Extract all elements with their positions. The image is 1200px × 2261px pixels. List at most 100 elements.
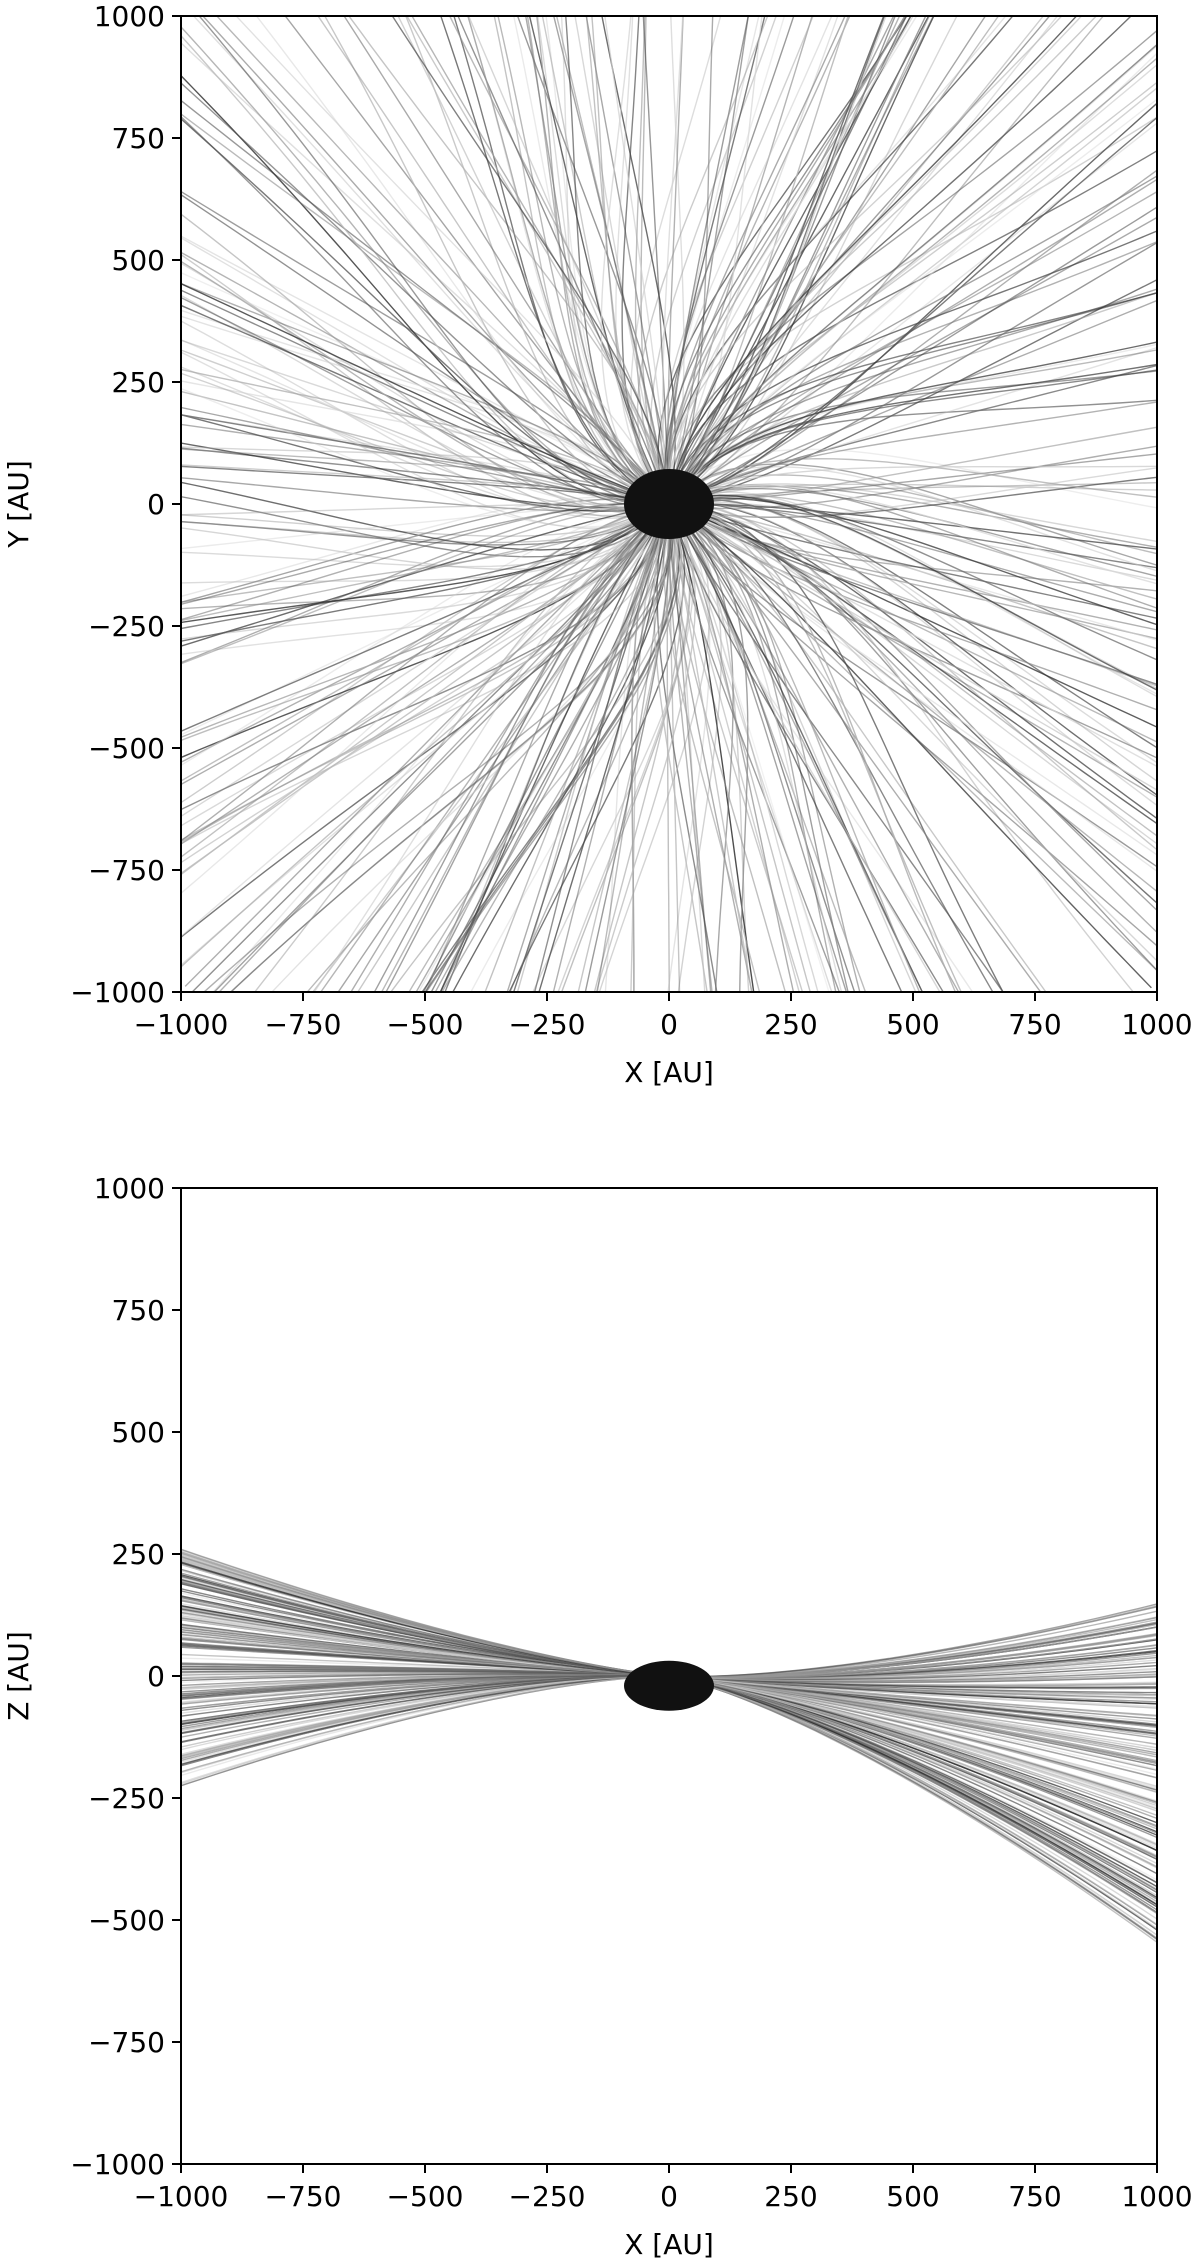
streamline bbox=[181, 503, 670, 845]
streamline bbox=[668, 426, 1157, 505]
streamline bbox=[181, 503, 670, 622]
x-tick-label: 1000 bbox=[1121, 2180, 1192, 2213]
streamline bbox=[668, 1664, 1157, 1681]
streamline bbox=[284, 16, 670, 505]
streamline bbox=[668, 81, 1157, 505]
streamline bbox=[668, 169, 1157, 505]
streamline bbox=[668, 1675, 1157, 1762]
streamline bbox=[668, 1675, 1157, 1834]
streamline bbox=[598, 503, 711, 992]
streamline bbox=[668, 1675, 1157, 1915]
streamline bbox=[668, 291, 1157, 505]
streamline bbox=[181, 1611, 670, 1677]
x-tick-label: 250 bbox=[764, 2180, 817, 2213]
streamline bbox=[181, 503, 670, 550]
streamline bbox=[181, 1548, 670, 1677]
x-tick-label: −250 bbox=[509, 1008, 586, 1041]
streamline bbox=[668, 503, 833, 992]
streamline bbox=[181, 235, 670, 505]
streamline bbox=[668, 503, 830, 992]
panel-xz-yticks: −1000 −750 −500 −250 0 250 500 750 1000 bbox=[70, 1172, 181, 2181]
streamline bbox=[218, 503, 670, 992]
streamline bbox=[181, 1675, 670, 1766]
y-tick-label: 250 bbox=[112, 1538, 165, 1571]
streamline bbox=[668, 503, 749, 992]
streamline bbox=[538, 503, 670, 992]
streamline bbox=[668, 503, 681, 992]
streamline bbox=[181, 477, 670, 512]
streamline bbox=[181, 339, 670, 509]
streamline bbox=[668, 343, 1157, 505]
streamline bbox=[668, 503, 1157, 798]
streamline bbox=[181, 1634, 670, 1677]
y-tick-label: 1000 bbox=[94, 1172, 165, 1205]
streamline bbox=[668, 503, 1157, 728]
streamline bbox=[467, 16, 670, 505]
streamline bbox=[668, 292, 1157, 505]
streamline bbox=[422, 503, 670, 992]
streamline bbox=[668, 16, 1000, 505]
streamline bbox=[181, 502, 670, 606]
streamline bbox=[668, 502, 1135, 992]
streamline bbox=[181, 503, 670, 640]
streamline bbox=[668, 503, 1157, 619]
streamline bbox=[181, 237, 670, 505]
streamline bbox=[668, 503, 1157, 743]
streamline bbox=[668, 98, 1157, 505]
streamline bbox=[668, 43, 1157, 505]
streamline bbox=[668, 16, 1078, 505]
streamline bbox=[667, 16, 912, 505]
x-tick-label: 0 bbox=[660, 1008, 678, 1041]
streamline bbox=[668, 503, 706, 992]
streamline bbox=[668, 16, 935, 505]
streamline bbox=[181, 1674, 670, 1689]
streamline bbox=[181, 1559, 670, 1677]
streamline bbox=[668, 503, 1157, 856]
streamline bbox=[668, 503, 1042, 992]
streamline bbox=[668, 503, 712, 992]
streamline bbox=[668, 299, 1157, 505]
streamline bbox=[181, 115, 670, 507]
streamline bbox=[668, 16, 763, 505]
streamline bbox=[668, 1675, 1157, 1723]
panel-xz-xticks: −1000 −750 −500 −250 0 250 500 750 1000 bbox=[134, 2164, 1193, 2213]
streamline bbox=[181, 498, 670, 604]
streamline bbox=[668, 1675, 1157, 1689]
streamline bbox=[668, 503, 1157, 569]
streamline bbox=[667, 16, 918, 505]
streamline bbox=[668, 503, 856, 992]
streamline bbox=[668, 63, 1157, 505]
streamline bbox=[181, 282, 670, 505]
streamline bbox=[181, 414, 670, 505]
streamline bbox=[181, 99, 670, 505]
streamline bbox=[229, 503, 674, 992]
x-tick-label: 500 bbox=[886, 1008, 939, 1041]
streamline bbox=[668, 503, 1157, 550]
streamline bbox=[668, 52, 1157, 505]
streamline bbox=[615, 16, 670, 505]
streamline bbox=[666, 16, 1007, 505]
streamline bbox=[181, 1675, 669, 1757]
streamline bbox=[552, 503, 670, 992]
panel-xy: −1000 −750 −500 −250 0 250 500 750 1000 −1000 −75… bbox=[2, 0, 1193, 1089]
streamline bbox=[668, 16, 1105, 505]
streamline bbox=[181, 282, 670, 505]
streamline bbox=[668, 1675, 1157, 1901]
streamline bbox=[184, 503, 670, 987]
streamline bbox=[181, 253, 670, 518]
streamline bbox=[181, 372, 670, 510]
streamline bbox=[516, 503, 670, 992]
streamline bbox=[668, 401, 1157, 505]
streamline bbox=[640, 16, 670, 505]
streamline bbox=[601, 16, 676, 505]
streamline bbox=[181, 481, 670, 551]
y-tick-label: −500 bbox=[88, 1904, 165, 1937]
streamline bbox=[181, 503, 670, 584]
streamline bbox=[668, 16, 749, 505]
streamline bbox=[348, 16, 670, 505]
streamline bbox=[668, 16, 908, 505]
streamline bbox=[668, 16, 885, 505]
streamline bbox=[668, 503, 945, 992]
streamline bbox=[662, 503, 761, 992]
streamline bbox=[667, 116, 1157, 505]
